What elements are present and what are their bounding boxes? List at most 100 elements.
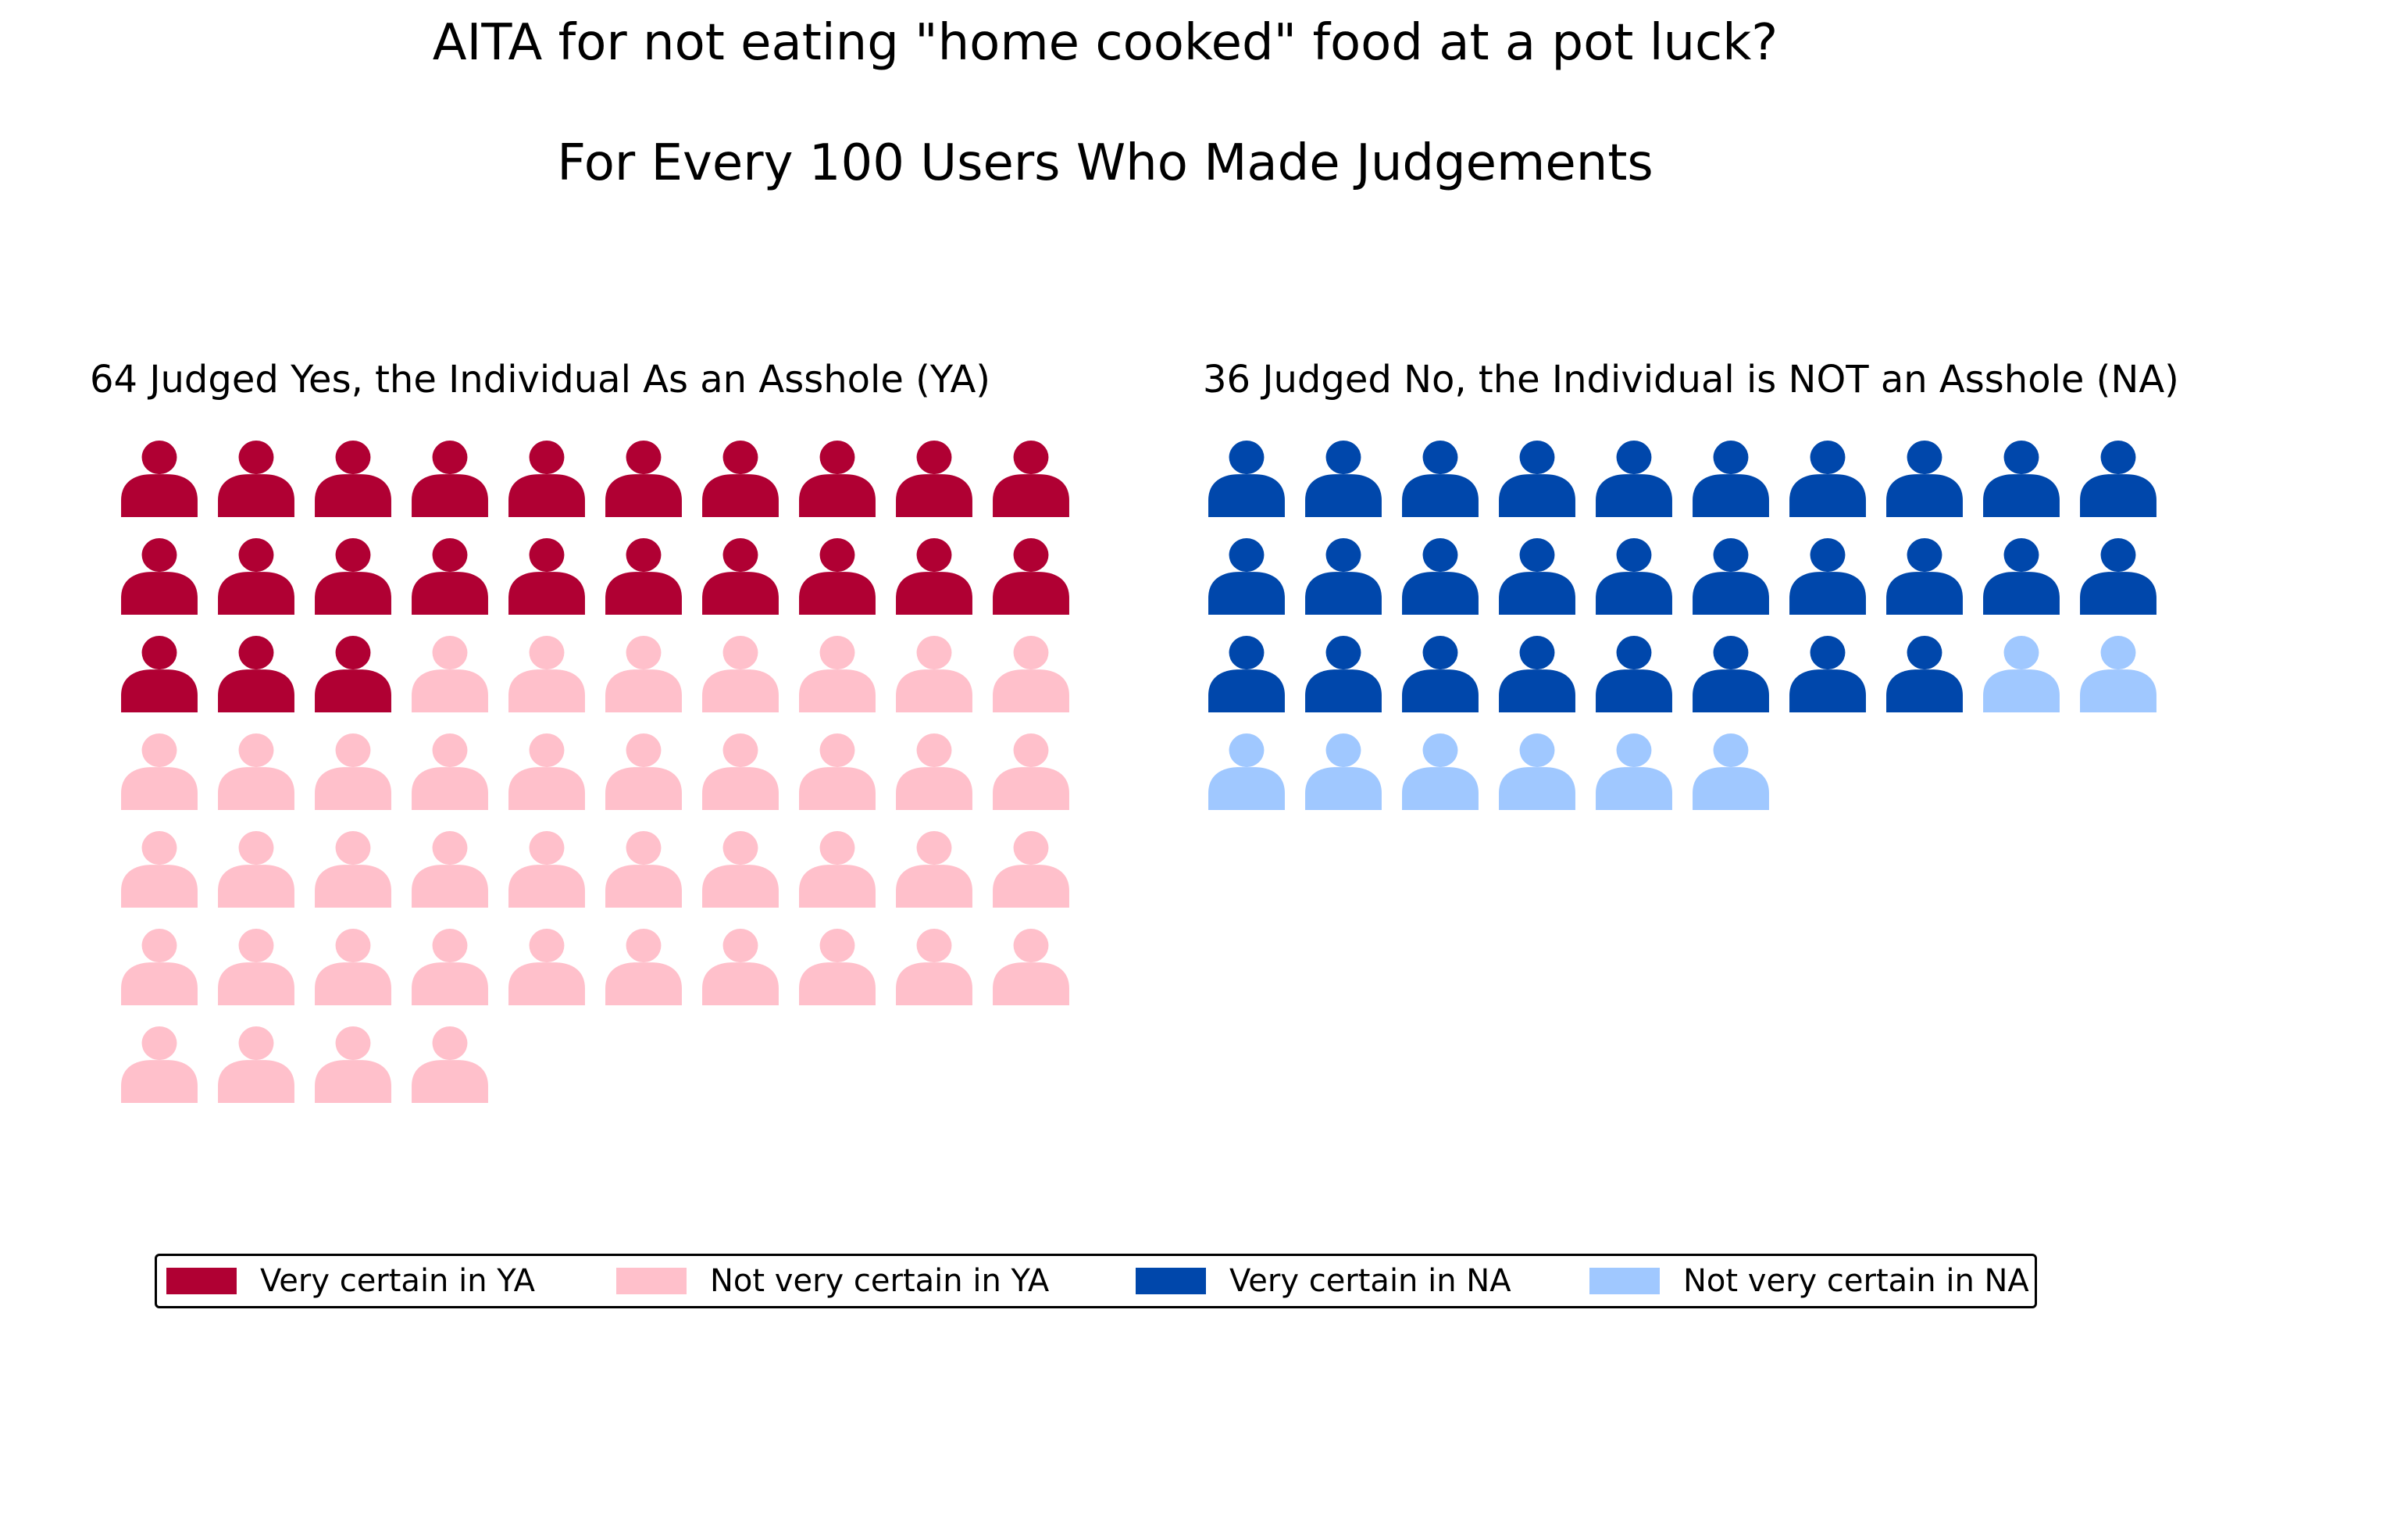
ya-person-icon [218,636,294,712]
legend-swatch [1136,1268,1206,1294]
ya-person-icon [121,733,198,810]
legend-item-very-certain-na: Very certain in NA [1136,1256,1511,1306]
na-person-icon [1305,733,1382,810]
na-person-icon [1305,538,1382,615]
ya-person-icon [799,636,876,712]
legend-swatch [1589,1268,1660,1294]
ya-person-icon [508,636,585,712]
na-person-icon [1596,733,1672,810]
ya-person-icon [315,636,391,712]
ya-person-icon [218,831,294,908]
na-person-icon [1693,636,1769,712]
legend-item-not-very-certain-ya: Not very certain in YA [616,1256,1049,1306]
ya-person-icon [799,441,876,517]
ya-person-icon [121,636,198,712]
ya-person-icon [508,831,585,908]
na-person-icon [1596,538,1672,615]
na-person-icon [1402,441,1479,517]
ya-person-icon [896,636,972,712]
na-person-icon [1208,441,1285,517]
na-person-icon [2080,538,2156,615]
na-person-icon [1305,441,1382,517]
ya-person-icon [121,441,198,517]
legend-label: Not very certain in NA [1683,1263,2029,1299]
na-person-icon [1402,538,1479,615]
ya-person-icon [605,929,682,1005]
ya-person-icon [799,831,876,908]
chart-subtitle: For Every 100 Users Who Made Judgements [557,134,1653,192]
na-person-icon [1402,636,1479,712]
na-person-icon [1983,441,2060,517]
ya-person-icon [121,831,198,908]
ya-person-icon [702,636,779,712]
na-person-icon [1789,636,1866,712]
ya-person-icon [799,538,876,615]
na-person-icon [1886,636,1963,712]
ya-person-icon [993,538,1069,615]
na-person-icon [2080,636,2156,712]
ya-person-icon [896,441,972,517]
ya-person-icon [412,538,488,615]
na-person-icon [2080,441,2156,517]
ya-person-icon [315,831,391,908]
ya-person-icon [799,929,876,1005]
na-person-icon [1208,636,1285,712]
na-person-icon [1693,441,1769,517]
na-person-icon [1499,636,1575,712]
ya-person-icon [315,929,391,1005]
ya-person-icon [218,538,294,615]
ya-person-icon [218,441,294,517]
ya-person-icon [702,441,779,517]
legend-label: Not very certain in YA [710,1263,1050,1299]
na-person-icon [1499,441,1575,517]
panel-title-ya: 64 Judged Yes, the Individual As an Assh… [90,358,991,401]
ya-person-icon [315,441,391,517]
ya-person-icon [605,636,682,712]
ya-person-icon [605,831,682,908]
na-person-icon [1886,538,1963,615]
legend-label: Very certain in YA [260,1263,535,1299]
ya-person-icon [315,538,391,615]
ya-person-icon [508,441,585,517]
na-person-icon [1886,441,1963,517]
chart-title: AITA for not eating "home cooked" food a… [432,14,1778,72]
ya-person-icon [993,733,1069,810]
ya-person-icon [315,733,391,810]
na-person-icon [1499,733,1575,810]
ya-person-icon [702,929,779,1005]
ya-person-icon [702,733,779,810]
ya-person-icon [605,733,682,810]
legend-swatch [616,1268,687,1294]
na-person-icon [1693,733,1769,810]
na-person-icon [1983,538,2060,615]
ya-person-icon [121,1026,198,1103]
ya-person-icon [218,733,294,810]
ya-person-icon [896,929,972,1005]
ya-person-icon [121,929,198,1005]
ya-person-icon [896,831,972,908]
legend-swatch [166,1268,237,1294]
legend: Very certain in YA Not very certain in Y… [155,1254,2037,1308]
ya-person-icon [702,831,779,908]
na-person-icon [1305,636,1382,712]
panel-title-na: 36 Judged No, the Individual is NOT an A… [1203,358,2179,401]
na-person-icon [1596,441,1672,517]
legend-item-not-very-certain-na: Not very certain in NA [1589,1256,2029,1306]
ya-person-icon [412,636,488,712]
na-person-icon [1499,538,1575,615]
ya-person-icon [993,929,1069,1005]
na-person-icon [1208,733,1285,810]
ya-person-icon [315,1026,391,1103]
ya-person-icon [702,538,779,615]
ya-person-icon [412,1026,488,1103]
ya-person-icon [218,1026,294,1103]
ya-person-icon [993,636,1069,712]
legend-item-very-certain-ya: Very certain in YA [166,1256,535,1306]
ya-person-icon [605,538,682,615]
na-person-icon [1983,636,2060,712]
ya-person-icon [993,831,1069,908]
ya-person-icon [412,733,488,810]
na-person-icon [1208,538,1285,615]
na-person-icon [1789,538,1866,615]
ya-person-icon [508,538,585,615]
